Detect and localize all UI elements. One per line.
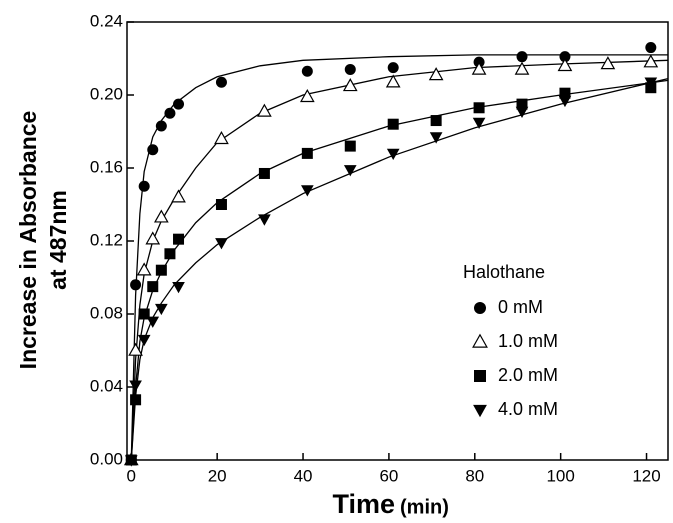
y-tick-label: 0.24 (90, 11, 123, 30)
y-tick-label: 0.16 (90, 157, 123, 176)
x-tick-label: 20 (208, 466, 227, 485)
point (147, 281, 159, 293)
point (138, 308, 150, 320)
point (258, 214, 271, 226)
point (258, 167, 270, 179)
point (559, 51, 571, 63)
point (343, 165, 357, 177)
point (301, 65, 313, 77)
fit-curve (130, 59, 669, 461)
point (214, 130, 229, 145)
point (130, 394, 142, 406)
point (471, 61, 487, 75)
x-tick-label: 120 (632, 466, 660, 485)
y-tick-label: 0.08 (90, 303, 123, 322)
point (138, 180, 150, 192)
point (257, 103, 272, 117)
point (643, 54, 659, 68)
point (130, 279, 142, 291)
point (473, 102, 485, 114)
point (136, 262, 152, 276)
point (155, 264, 167, 276)
y-tick-label: 0.04 (90, 376, 123, 395)
point (514, 61, 530, 75)
x-tick-label: 40 (294, 466, 313, 485)
y-axis-label: at 487nm (45, 190, 71, 290)
point (171, 189, 186, 203)
y-tick-label: 0.12 (90, 230, 123, 249)
legend-marker (474, 302, 486, 314)
fit-curve (130, 54, 668, 461)
point (155, 303, 168, 316)
point (147, 144, 159, 156)
point (386, 148, 400, 160)
x-axis-unit: (min) (400, 496, 449, 518)
point (301, 185, 314, 197)
point (128, 342, 143, 356)
point (472, 117, 486, 129)
point (516, 51, 528, 63)
x-tick-label: 80 (465, 466, 484, 485)
point (215, 76, 227, 88)
point (600, 56, 616, 70)
x-axis-label: Time (332, 489, 395, 519)
y-axis-label: Increase in Absorbance (15, 111, 41, 370)
point (385, 74, 401, 88)
point (645, 42, 657, 54)
y-tick-label: 0.00 (90, 449, 123, 468)
fit-curve (130, 79, 669, 461)
point (429, 132, 443, 144)
point (515, 106, 529, 119)
point (173, 233, 185, 245)
point (342, 78, 358, 92)
legend-label: 1.0 mM (498, 331, 558, 351)
point (644, 77, 658, 89)
legend-label: 0 mM (498, 297, 543, 317)
x-tick-label: 0 (127, 466, 136, 485)
point (155, 120, 167, 132)
legend-marker (474, 370, 486, 382)
point (215, 238, 228, 250)
legend-label: 2.0 mM (498, 365, 558, 385)
point (137, 334, 151, 347)
point (387, 62, 399, 74)
point (557, 57, 573, 72)
point (559, 87, 571, 99)
point (164, 248, 176, 260)
legend-marker (472, 333, 488, 348)
point (387, 118, 399, 130)
legend-marker (473, 404, 487, 418)
point (153, 209, 169, 223)
point (146, 316, 160, 328)
x-tick-label: 60 (379, 466, 398, 485)
fit-curve (130, 77, 669, 461)
point (215, 199, 227, 210)
point (173, 98, 185, 110)
point (516, 98, 528, 110)
point (124, 455, 138, 467)
point (299, 88, 315, 103)
point (145, 231, 161, 245)
point (164, 107, 176, 119)
point (428, 67, 444, 81)
legend-label: 4.0 mM (498, 399, 558, 419)
point (172, 281, 185, 294)
plot-frame (126, 21, 669, 461)
point (430, 115, 442, 127)
y-tick-label: 0.20 (90, 84, 123, 103)
x-tick-label: 100 (546, 466, 574, 485)
point (129, 380, 142, 392)
legend-title: Halothane (463, 262, 545, 282)
point (301, 147, 313, 159)
point (558, 95, 572, 108)
point (344, 63, 356, 75)
point (344, 140, 356, 152)
